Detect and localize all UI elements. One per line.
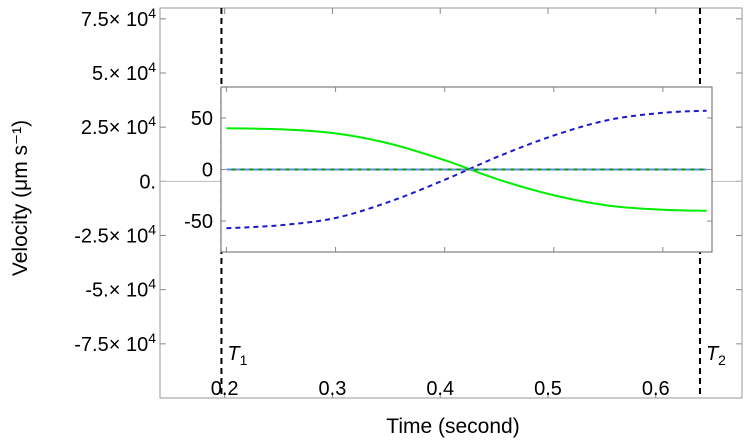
main-plot: 0.2 0.3 0.4 0.5 0.6 7.5× 104 5.× 104 2.5× 104 0.… <box>74 5 743 400</box>
y-tick-label: -2.5× 104 <box>74 222 156 248</box>
y-tick-label: -5.× 104 <box>85 276 156 302</box>
inset-y-tick-label: 0 <box>202 160 213 182</box>
x-tick-label: 0.4 <box>426 378 454 400</box>
inset-y-tick-label: -50 <box>184 211 213 233</box>
time-marker-label: T1 <box>227 343 247 368</box>
x-tick-label: 0.2 <box>211 378 239 400</box>
y-tick-label: -7.5× 104 <box>74 330 156 356</box>
x-tick-label: 0.3 <box>319 378 347 400</box>
x-tick-label: 0.5 <box>534 378 562 400</box>
inset-plot: 50 0 -50 <box>184 86 713 253</box>
y-tick-label: 7.5× 104 <box>81 5 156 31</box>
y-tick-label: 0. <box>139 171 156 193</box>
y-axis-label: Velocity (μm s⁻¹) <box>9 120 32 276</box>
y-tick-label: 5.× 104 <box>92 59 156 85</box>
main-frame <box>159 7 743 399</box>
time-marker-label: T2 <box>706 343 726 368</box>
y-tick-label: 2.5× 104 <box>81 113 156 139</box>
x-tick-label: 0.6 <box>642 378 670 400</box>
inset-y-tick-label: 50 <box>191 108 213 130</box>
x-axis-label: Time (second) <box>386 415 519 438</box>
axis-labels: Time (second) Velocity (μm s⁻¹) <box>9 120 520 438</box>
inset-series-line <box>226 109 707 230</box>
